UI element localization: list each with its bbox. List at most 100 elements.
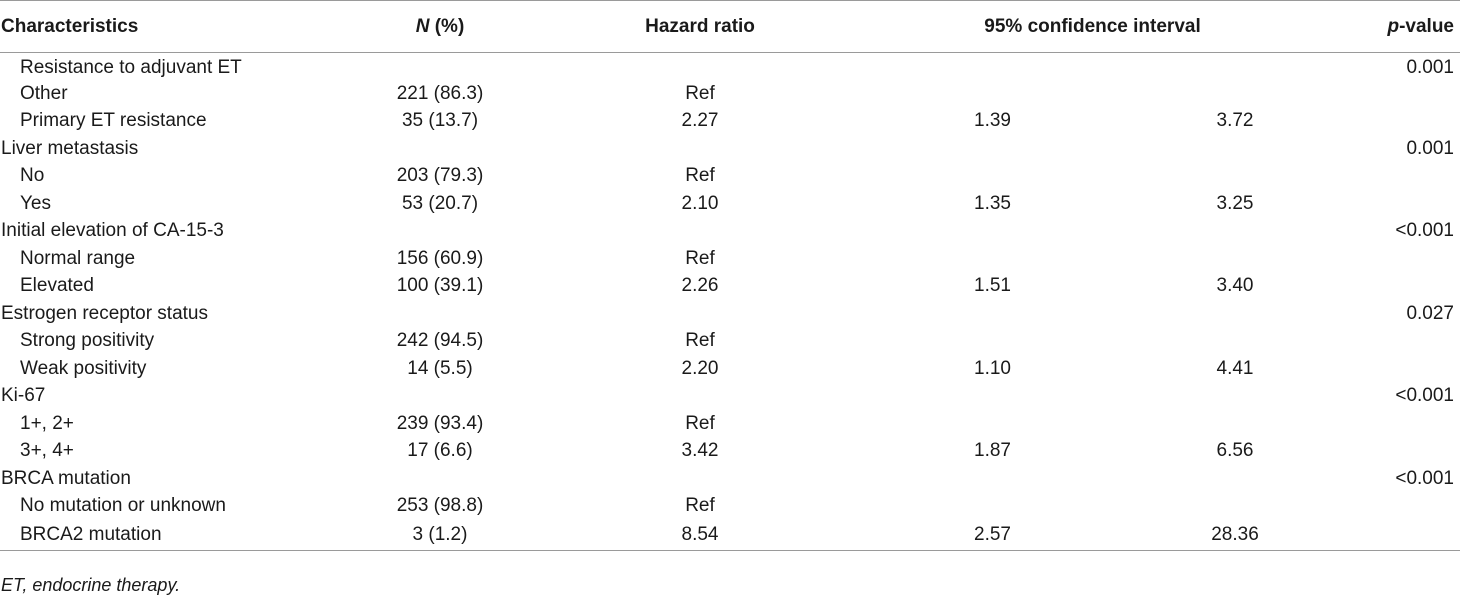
cell-characteristic: BRCA mutation: [1, 467, 131, 489]
table-row: Resistance to adjuvant ET 0.001: [0, 53, 1460, 81]
cell-hazard-ratio: [550, 53, 850, 81]
cell-p-value: [1335, 493, 1460, 521]
cell-n-percent: 35 (13.7): [401, 110, 479, 132]
cell-ci-lower: [850, 135, 1135, 163]
header-confidence-interval: 95% confidence interval: [850, 0, 1335, 53]
cell-ci-lower: [850, 465, 1135, 493]
cell-hazard-ratio: Ref: [685, 330, 715, 352]
cell-characteristic: Ki-67: [1, 385, 46, 407]
table-row: 3+, 4+ 17 (6.6) 3.42 1.87 6.56: [0, 438, 1460, 466]
table-row: Initial elevation of CA-15-3 <0.001: [0, 218, 1460, 246]
cell-characteristic: Primary ET resistance: [20, 110, 207, 132]
cell-characteristic: Estrogen receptor status: [1, 302, 208, 324]
header-p-symbol: p: [1387, 15, 1400, 37]
cell-n-percent: 239 (93.4): [396, 412, 484, 434]
cell-n-percent: 221 (86.3): [396, 82, 484, 104]
header-n-symbol: N: [415, 15, 430, 37]
header-p-value: p-value: [1335, 0, 1460, 53]
cell-p-value: [1335, 108, 1460, 136]
cell-characteristic: 3+, 4+: [20, 440, 74, 462]
cell-characteristic: Initial elevation of CA-15-3: [1, 220, 224, 242]
cell-ci-upper: 6.56: [1216, 440, 1254, 462]
cell-ci-lower: [850, 80, 1135, 108]
table-row: Liver metastasis 0.001: [0, 135, 1460, 163]
cell-ci-lower: [850, 493, 1135, 521]
cell-ci-lower: [850, 218, 1135, 246]
table-row: Yes 53 (20.7) 2.10 1.35 3.25: [0, 190, 1460, 218]
table-row: Elevated 100 (39.1) 2.26 1.51 3.40: [0, 273, 1460, 301]
table-row: Ki-67 <0.001: [0, 383, 1460, 411]
cell-hazard-ratio: 2.27: [681, 110, 719, 132]
cell-p-value: [1335, 273, 1460, 301]
cell-characteristic: Elevated: [20, 275, 94, 297]
cell-hazard-ratio: [550, 135, 850, 163]
cell-n-percent: 203 (79.3): [396, 165, 484, 187]
table-row: BRCA2 mutation 3 (1.2) 8.54 2.57 28.36: [0, 520, 1460, 551]
cell-p-value: [1335, 80, 1460, 108]
cell-n-percent: [330, 218, 550, 246]
cell-n-percent: 100 (39.1): [396, 275, 484, 297]
cell-ci-lower: 2.57: [850, 520, 1135, 551]
cell-n-percent: 253 (98.8): [396, 495, 484, 517]
cell-ci-upper: [1135, 383, 1335, 411]
cell-p-value: [1335, 245, 1460, 273]
cell-n-percent: 17 (6.6): [407, 440, 473, 462]
table-row: Normal range 156 (60.9) Ref: [0, 245, 1460, 273]
cell-ci-lower: [850, 163, 1135, 191]
cell-characteristic: BRCA2 mutation: [0, 520, 330, 551]
table-row: BRCA mutation <0.001: [0, 465, 1460, 493]
cell-n-percent: [330, 300, 550, 328]
results-table: Characteristics N (%) Hazard ratio 95% c…: [0, 0, 1460, 551]
cell-hazard-ratio: 2.10: [681, 192, 719, 214]
cell-p-value: 0.027: [1406, 302, 1454, 324]
cell-ci-upper: [1135, 245, 1335, 273]
cell-ci-upper: 3.25: [1216, 192, 1254, 214]
cell-characteristic: Liver metastasis: [1, 137, 139, 159]
cell-n-percent: 242 (94.5): [396, 330, 484, 352]
cell-p-value: <0.001: [1395, 220, 1454, 242]
cell-p-value: [1335, 438, 1460, 466]
cell-n-percent: 156 (60.9): [396, 247, 484, 269]
cell-hazard-ratio: Ref: [685, 165, 715, 187]
cell-ci-upper: 28.36: [1135, 520, 1335, 551]
cell-p-value: [1335, 410, 1460, 438]
cell-hazard-ratio: [550, 465, 850, 493]
cell-ci-lower: 1.87: [974, 440, 1011, 462]
header-n-percent: N (%): [330, 0, 550, 53]
cell-ci-upper: 4.41: [1216, 357, 1254, 379]
cell-ci-lower: 1.10: [974, 357, 1011, 379]
cell-ci-lower: 1.35: [974, 192, 1011, 214]
cell-hazard-ratio: Ref: [685, 247, 715, 269]
cell-n-percent: [330, 465, 550, 493]
cell-ci-upper: [1135, 53, 1335, 81]
cell-hazard-ratio: Ref: [685, 495, 715, 517]
cell-ci-lower: 1.51: [974, 275, 1011, 297]
cell-characteristic: No mutation or unknown: [20, 495, 226, 517]
header-row: Characteristics N (%) Hazard ratio 95% c…: [0, 0, 1460, 53]
cell-ci-upper: [1135, 163, 1335, 191]
cell-hazard-ratio: Ref: [685, 82, 715, 104]
cell-ci-lower: [850, 53, 1135, 81]
cell-p-value: [1335, 355, 1460, 383]
cell-p-value: 0.001: [1406, 57, 1454, 78]
cell-ci-upper: [1135, 493, 1335, 521]
cell-ci-lower: 1.39: [974, 110, 1011, 132]
cell-ci-upper: [1135, 300, 1335, 328]
cell-n-percent: [330, 383, 550, 411]
cell-characteristic: Other: [20, 82, 68, 104]
cell-characteristic: Resistance to adjuvant ET: [20, 57, 242, 78]
table-row: Strong positivity 242 (94.5) Ref: [0, 328, 1460, 356]
cell-hazard-ratio: [550, 383, 850, 411]
cell-hazard-ratio: 3.42: [681, 440, 719, 462]
cell-p-value: [1335, 328, 1460, 356]
cell-ci-lower: [850, 300, 1135, 328]
cell-p-value: <0.001: [1395, 467, 1454, 489]
table-row: Other 221 (86.3) Ref: [0, 80, 1460, 108]
cell-ci-lower: [850, 245, 1135, 273]
cell-hazard-ratio: [550, 218, 850, 246]
cell-characteristic: Strong positivity: [20, 330, 155, 352]
cell-n-percent: [330, 135, 550, 163]
cell-p-value: [1335, 190, 1460, 218]
cell-characteristic: Normal range: [20, 247, 136, 269]
cell-characteristic: 1+, 2+: [20, 412, 74, 434]
